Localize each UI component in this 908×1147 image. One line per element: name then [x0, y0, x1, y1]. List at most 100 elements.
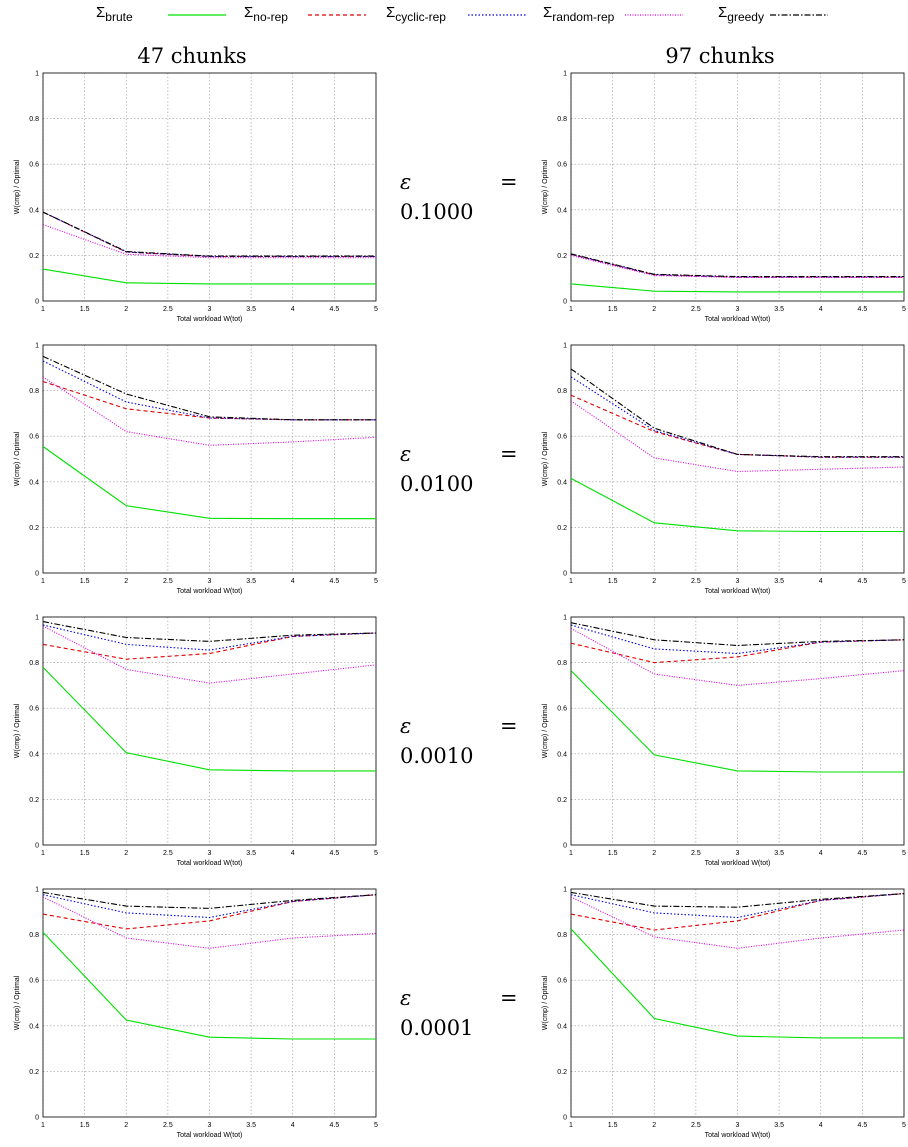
y-axis-label: W(cmp) / Optimal: [14, 431, 21, 486]
x-tick-label: 1: [569, 1122, 573, 1129]
x-tick-label: 2.5: [691, 850, 701, 857]
y-axis-label: W(cmp) / Optimal: [542, 703, 549, 758]
x-tick-label: 3: [208, 850, 212, 857]
plot-frame: [570, 888, 905, 1118]
x-tick-label: 3.5: [246, 850, 256, 857]
y-tick-label: 0.8: [557, 116, 567, 123]
x-tick-label: 4: [291, 306, 295, 313]
column-title-left: 47 chunks: [137, 44, 247, 68]
series-line-cyclic-rep: [570, 893, 905, 919]
series-line-random-rep: [42, 376, 377, 446]
epsilon-symbol: ε: [400, 714, 412, 738]
y-tick-label: 0: [35, 843, 39, 850]
series-line-random-rep: [570, 896, 905, 949]
x-tick-label: 3.5: [246, 1122, 256, 1129]
y-axis-label: W(cmp) / Optimal: [14, 975, 21, 1030]
equals-sign: =: [500, 714, 518, 738]
x-axis-label: Total workload W(tot): [177, 1132, 243, 1139]
y-tick-label: 0.2: [29, 1069, 39, 1076]
x-tick-label: 1.5: [80, 850, 90, 857]
series-line-greedy: [42, 211, 376, 257]
x-tick-label: 2: [652, 1122, 656, 1129]
equals-sign: =: [500, 170, 518, 194]
x-tick-label: 1: [569, 578, 573, 585]
x-tick-label: 4.5: [330, 1122, 340, 1129]
legend-label-random-rep: Σrandom-rep: [543, 4, 615, 24]
x-axis-label: Total workload W(tot): [177, 588, 243, 595]
y-tick-label: 0.4: [29, 207, 39, 214]
x-tick-label: 1: [569, 850, 573, 857]
plot-frame: [42, 888, 377, 1118]
x-tick-label: 1.5: [608, 578, 618, 585]
y-tick-label: 0.6: [557, 706, 567, 713]
x-tick-label: 5: [374, 306, 378, 313]
series-line-cyclic-rep: [42, 894, 377, 919]
y-tick-label: 0.2: [557, 253, 567, 260]
x-tick-label: 4: [291, 1122, 295, 1129]
x-tick-label: 5: [374, 578, 378, 585]
y-tick-label: 1: [35, 71, 39, 78]
x-tick-label: 3: [208, 306, 212, 313]
x-tick-label: 4.5: [330, 306, 340, 313]
series-line-brute: [570, 670, 904, 773]
x-tick-label: 1.5: [80, 578, 90, 585]
y-axis-label: W(cmp) / Optimal: [14, 703, 21, 758]
y-tick-label: 0: [35, 299, 39, 306]
x-tick-label: 2: [652, 850, 656, 857]
x-tick-label: 3.5: [246, 578, 256, 585]
epsilon-value: 0.0100: [400, 472, 474, 496]
column-title-right: 97 chunks: [665, 44, 775, 68]
chart-panel-4-1: 1 1.5 2 2.5 3 3.5 4 4.5 5 0 0.2 0.4 0.6 0.8 1 Total wor…: [14, 887, 378, 1140]
x-tick-label: 1.5: [80, 1122, 90, 1129]
x-tick-label: 5: [374, 1122, 378, 1129]
y-tick-label: 0.6: [29, 434, 39, 441]
x-tick-label: 3: [208, 578, 212, 585]
y-tick-label: 0.8: [557, 932, 567, 939]
y-tick-label: 0: [563, 299, 567, 306]
legend-label-cyclic-rep: Σcyclic-rep: [386, 4, 446, 24]
y-tick-label: 0.6: [29, 162, 39, 169]
x-tick-label: 2.5: [163, 306, 173, 313]
x-tick-label: 4: [291, 850, 295, 857]
x-axis-label: Total workload W(tot): [177, 860, 243, 867]
series-line-greedy: [42, 621, 377, 642]
x-tick-label: 2.5: [163, 1122, 173, 1129]
x-tick-label: 1.5: [608, 1122, 618, 1129]
series-line-greedy: [570, 368, 904, 458]
x-tick-label: 5: [902, 578, 906, 585]
x-tick-label: 4.5: [330, 850, 340, 857]
x-tick-label: 5: [902, 1122, 906, 1129]
series-line-brute: [42, 446, 376, 520]
y-tick-label: 0.2: [557, 797, 567, 804]
y-tick-label: 0.4: [557, 207, 567, 214]
chart-panel-2-2: 1 1.5 2 2.5 3 3.5 4 4.5 5 0 0.2 0.4 0.6 0.8 1 Total wor…: [542, 343, 906, 596]
y-axis-label: W(cmp) / Optimal: [542, 159, 549, 214]
series-line-brute: [570, 283, 904, 293]
y-axis-label: W(cmp) / Optimal: [542, 975, 549, 1030]
epsilon-symbol: ε: [400, 442, 412, 466]
x-tick-label: 3: [208, 1122, 212, 1129]
x-tick-label: 3.5: [774, 578, 784, 585]
x-tick-label: 4.5: [858, 850, 868, 857]
plot-frame: [42, 616, 377, 846]
epsilon-value: 0.1000: [400, 200, 474, 224]
y-tick-label: 1: [35, 615, 39, 622]
y-tick-label: 0: [35, 1115, 39, 1122]
series-line-random-rep: [570, 627, 905, 686]
chart-panel-3-2: 1 1.5 2 2.5 3 3.5 4 4.5 5 0 0.2 0.4 0.6 0.8 1 Total wor…: [542, 615, 906, 868]
equals-sign: =: [500, 986, 518, 1010]
series-line-greedy: [570, 253, 904, 278]
epsilon-value: 0.0001: [400, 1016, 474, 1040]
x-tick-label: 1.5: [608, 850, 618, 857]
legend-swatches: [168, 14, 828, 16]
y-tick-label: 0.8: [29, 660, 39, 667]
x-tick-label: 5: [902, 850, 906, 857]
y-tick-label: 0.8: [29, 388, 39, 395]
y-tick-label: 0.8: [29, 932, 39, 939]
series-line-brute: [570, 477, 904, 533]
chart-panel-4-2: 1 1.5 2 2.5 3 3.5 4 4.5 5 0 0.2 0.4 0.6 0.8 1 Total wor…: [542, 887, 906, 1140]
x-tick-label: 3: [736, 578, 740, 585]
y-tick-label: 0.8: [557, 388, 567, 395]
series-line-random-rep: [570, 400, 905, 473]
chart-panel-1-2: 1 1.5 2 2.5 3 3.5 4 4.5 5 0 0.2 0.4 0.6 0.8 1 Total wor…: [542, 71, 906, 324]
